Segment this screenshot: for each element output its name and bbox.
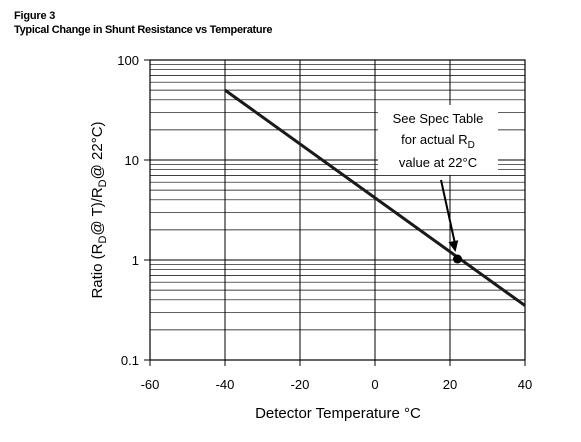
y-axis-title-part-1: Ratio (R <box>89 243 106 298</box>
x-tick-label: -40 <box>216 377 235 392</box>
y-tick-label: 1 <box>132 253 139 268</box>
y-tick-label: 10 <box>125 153 139 168</box>
annotation-arrow <box>440 179 457 247</box>
y-tick-label: 0.1 <box>121 353 139 368</box>
y-axis-title-part-2: @ T)/R <box>89 187 106 235</box>
y-axis-title: Ratio (RD@ T)/RD@ 22°C) <box>89 121 109 298</box>
series-line <box>224 88 526 307</box>
reference-point <box>453 254 462 264</box>
figure-label: Figure 3 <box>14 10 56 22</box>
series-layer <box>224 88 526 307</box>
y-axis-title-sub-1: D <box>97 236 109 244</box>
x-tick-label: 40 <box>518 377 532 392</box>
x-axis-ticks: -60 -40 -20 0 20 40 <box>141 360 532 392</box>
x-tick-label: 20 <box>443 377 457 392</box>
x-tick-label: -60 <box>141 377 160 392</box>
x-tick-label: 0 <box>371 377 378 392</box>
y-axis-ticks: 0.1 1 10 100 <box>117 53 150 368</box>
x-tick-label: -20 <box>291 377 310 392</box>
plot-frame <box>149 59 526 361</box>
annotation-line-3: value at 22°C <box>399 155 477 170</box>
annotation: See Spec Table for actual RD value at 22… <box>378 105 498 252</box>
figure-title: Typical Change in Shunt Resistance vs Te… <box>14 24 273 36</box>
annotation-line-2: for actual RD <box>401 132 475 151</box>
y-axis-title-part-3: @ 22°C) <box>89 121 106 179</box>
y-tick-label: 100 <box>117 53 139 68</box>
y-axis-title-sub-2: D <box>97 179 109 187</box>
annotation-line-2-sub: D <box>468 140 475 151</box>
annotation-line-1: See Spec Table <box>393 111 484 126</box>
annotation-line-2-main: for actual R <box>401 132 467 147</box>
annotation-arrowhead <box>448 240 459 252</box>
x-axis-title: Detector Temperature °C <box>255 405 421 422</box>
annotation-background <box>378 105 498 175</box>
